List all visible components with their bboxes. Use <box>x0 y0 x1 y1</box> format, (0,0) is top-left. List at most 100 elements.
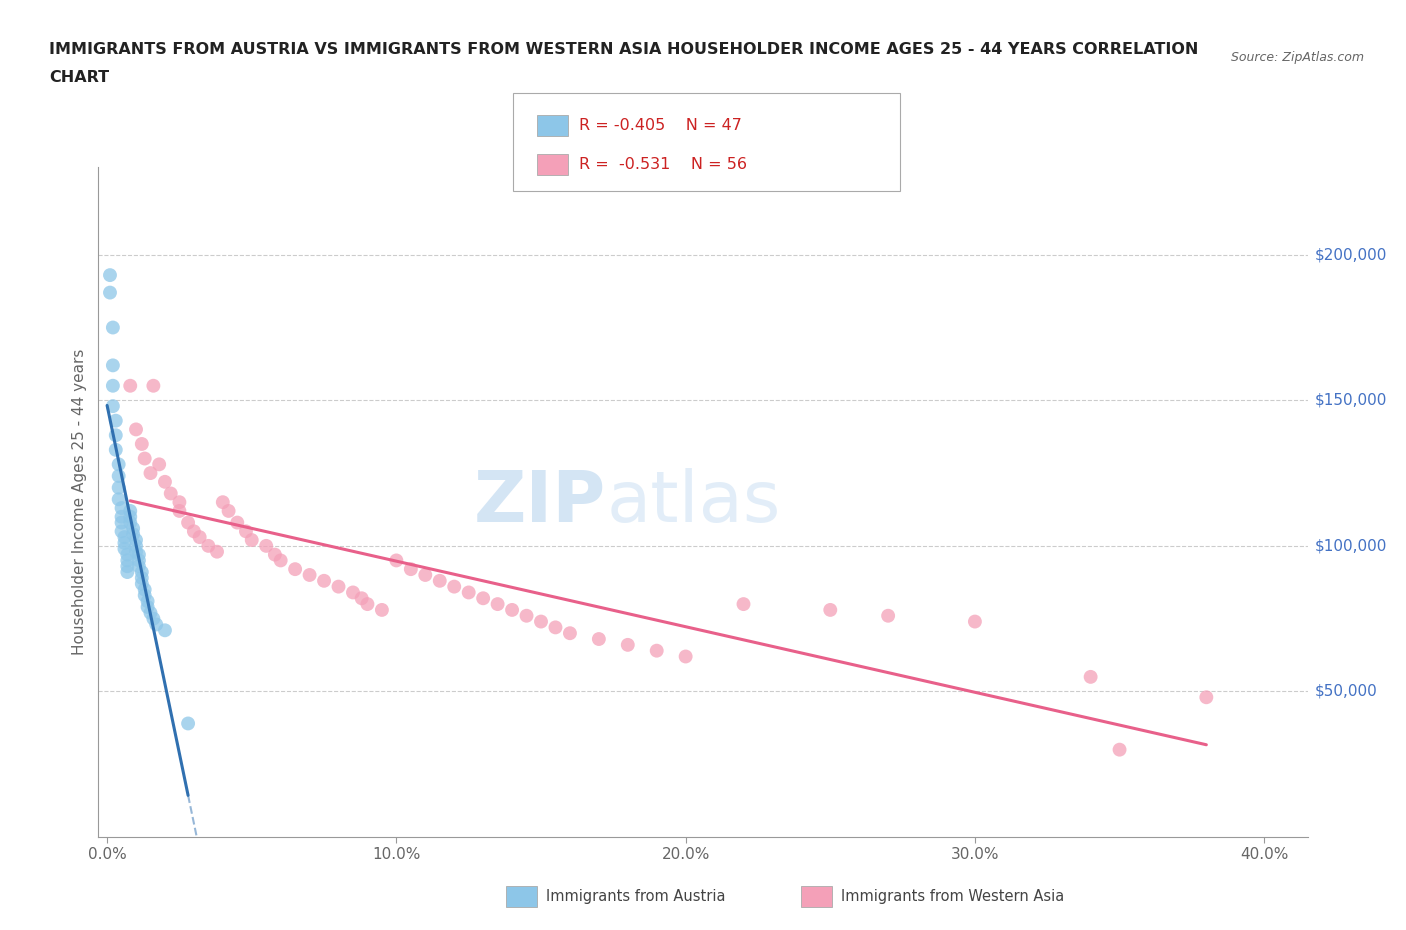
Point <box>443 579 465 594</box>
Point <box>120 503 142 518</box>
Point <box>218 503 240 518</box>
Point <box>240 533 263 548</box>
Point <box>675 649 697 664</box>
Point <box>98 268 121 283</box>
Point <box>177 716 200 731</box>
Point <box>457 585 479 600</box>
Point <box>139 466 162 481</box>
Point <box>350 591 373 605</box>
Point <box>385 553 408 568</box>
Point <box>110 500 132 515</box>
Text: ZIP: ZIP <box>474 468 606 537</box>
Text: Immigrants from Austria: Immigrants from Austria <box>546 889 725 904</box>
Point <box>153 474 176 489</box>
Point <box>139 605 162 620</box>
Text: Source: ZipAtlas.com: Source: ZipAtlas.com <box>1230 51 1364 64</box>
Point <box>356 597 378 612</box>
Point <box>486 597 509 612</box>
Text: R =  -0.531    N = 56: R = -0.531 N = 56 <box>579 157 747 172</box>
Point <box>429 574 451 589</box>
Point <box>128 547 150 562</box>
Point <box>101 379 124 393</box>
Point <box>136 600 159 615</box>
Point <box>515 608 537 623</box>
Point <box>125 544 148 559</box>
Point <box>122 521 145 536</box>
Point <box>101 320 124 335</box>
Point <box>117 559 139 574</box>
Point <box>117 565 139 579</box>
Point <box>342 585 364 600</box>
Point <box>114 530 136 545</box>
Text: R = -0.405    N = 47: R = -0.405 N = 47 <box>579 118 742 133</box>
Point <box>125 533 148 548</box>
Point <box>120 379 142 393</box>
Point <box>169 495 191 510</box>
Point <box>501 603 523 618</box>
Point <box>413 567 436 582</box>
Text: $50,000: $50,000 <box>1315 684 1378 699</box>
Point <box>530 614 553 629</box>
Point <box>107 457 129 472</box>
Point <box>235 524 257 538</box>
Point <box>110 524 132 538</box>
Point <box>101 358 124 373</box>
Point <box>270 553 292 568</box>
Point <box>1108 742 1130 757</box>
Point <box>197 538 219 553</box>
Point <box>183 524 205 538</box>
Point <box>205 544 228 559</box>
Text: CHART: CHART <box>49 70 110 85</box>
Point <box>114 536 136 551</box>
Point <box>125 538 148 553</box>
Point <box>284 562 307 577</box>
Point <box>148 457 170 472</box>
Point <box>120 510 142 525</box>
Point <box>645 644 668 658</box>
Point <box>169 503 191 518</box>
Point <box>131 570 153 585</box>
Point <box>733 597 755 612</box>
Point <box>117 553 139 568</box>
Point <box>298 567 321 582</box>
Text: $150,000: $150,000 <box>1315 392 1386 407</box>
Point <box>142 379 165 393</box>
Point <box>153 623 176 638</box>
Point <box>226 515 249 530</box>
Point <box>107 469 129 484</box>
Point <box>107 480 129 495</box>
Point <box>104 443 127 458</box>
Point <box>177 515 200 530</box>
Point <box>104 413 127 428</box>
Point <box>98 286 121 300</box>
Point <box>125 422 148 437</box>
Point <box>136 593 159 608</box>
Point <box>820 603 842 618</box>
Text: $200,000: $200,000 <box>1315 247 1386 262</box>
Point <box>110 515 132 530</box>
Point <box>134 582 156 597</box>
Point <box>142 611 165 626</box>
Point <box>145 617 167 631</box>
Point <box>544 620 567 635</box>
Point <box>877 608 900 623</box>
Point <box>472 591 495 605</box>
Point <box>131 436 153 451</box>
Point <box>107 492 129 507</box>
Point <box>134 588 156 603</box>
Point <box>254 538 277 553</box>
Point <box>211 495 233 510</box>
Point <box>104 428 127 443</box>
Point <box>371 603 394 618</box>
Point <box>128 559 150 574</box>
Point <box>101 399 124 414</box>
Y-axis label: Householder Income Ages 25 - 44 years: Householder Income Ages 25 - 44 years <box>72 349 87 656</box>
Point <box>328 579 350 594</box>
Point <box>110 510 132 525</box>
Point <box>1080 670 1102 684</box>
Point <box>312 574 335 589</box>
Point <box>588 631 610 646</box>
Point <box>264 547 287 562</box>
Point <box>117 547 139 562</box>
Point <box>188 530 211 545</box>
